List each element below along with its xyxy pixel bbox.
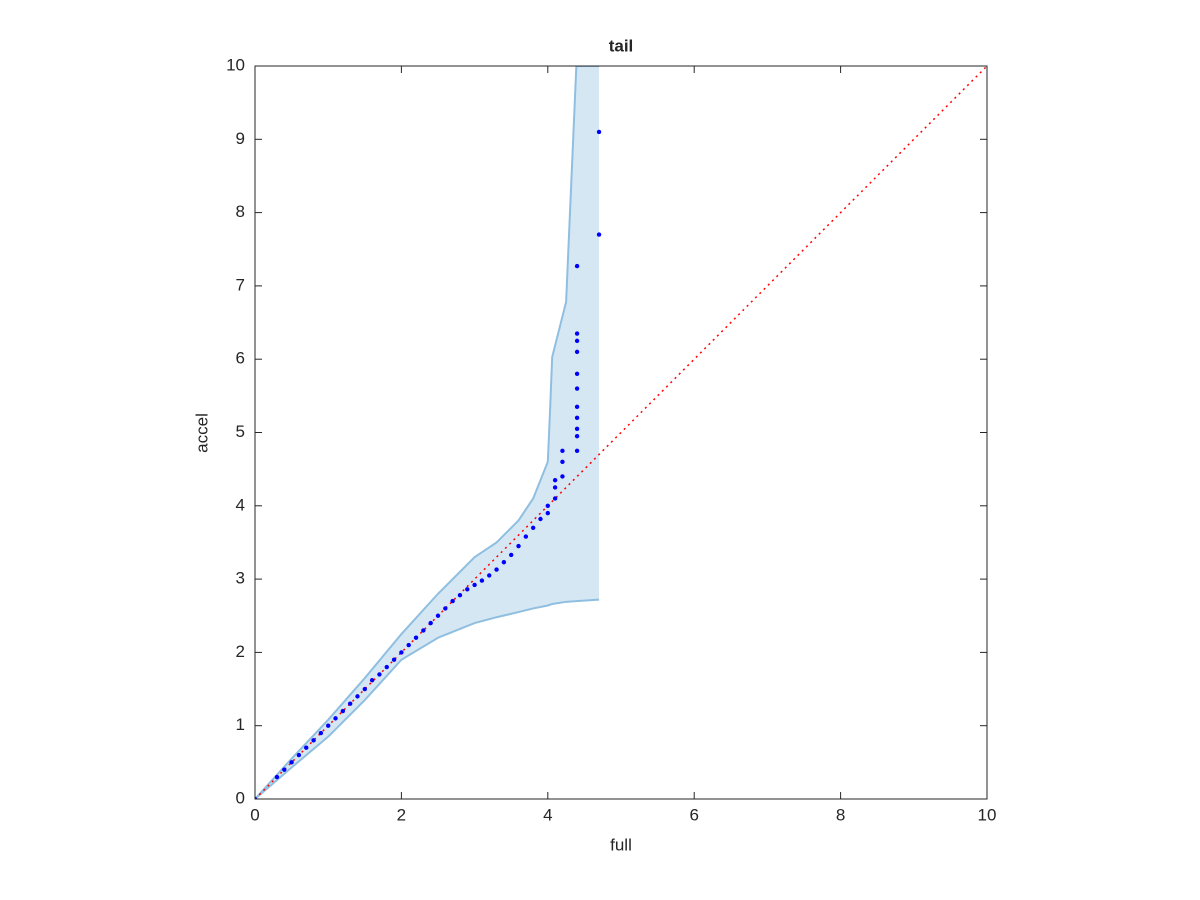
- data-point: [552, 496, 558, 501]
- data-point: [340, 708, 346, 714]
- y-tick-label: 9: [236, 129, 245, 148]
- data-point: [391, 657, 397, 662]
- data-point: [472, 582, 477, 588]
- data-point: [552, 485, 558, 490]
- data-point: [509, 552, 514, 558]
- data-point: [347, 701, 353, 706]
- data-point: [487, 573, 492, 578]
- data-point: [355, 694, 360, 699]
- x-tick-label: 4: [543, 805, 552, 824]
- data-point: [574, 371, 580, 377]
- data-point: [574, 349, 580, 355]
- data-point: [435, 613, 441, 618]
- chart-title: tail: [609, 36, 634, 55]
- y-tick-label: 4: [236, 495, 245, 514]
- data-point: [494, 567, 499, 572]
- data-point: [574, 263, 580, 269]
- data-point: [560, 448, 565, 454]
- data-point: [530, 525, 536, 530]
- y-tick-label: 10: [226, 55, 245, 74]
- data-point: [465, 587, 470, 592]
- y-tick-label: 8: [236, 202, 245, 221]
- band-upper: [255, 66, 600, 799]
- data-point: [413, 635, 419, 640]
- data-point: [574, 426, 580, 432]
- data-point: [369, 678, 375, 683]
- data-point: [574, 331, 580, 336]
- data-point: [377, 672, 382, 677]
- data-point: [311, 738, 316, 743]
- data-point: [574, 338, 580, 344]
- data-point: [282, 767, 287, 772]
- reference-line: [255, 66, 987, 799]
- data-point: [457, 593, 463, 598]
- x-tick-label: 8: [836, 805, 845, 824]
- data-point: [421, 628, 426, 633]
- data-point: [318, 730, 324, 736]
- data-point: [545, 503, 550, 508]
- data-point: [552, 477, 558, 483]
- data-point: [304, 745, 309, 750]
- x-tick-label: 6: [689, 805, 698, 824]
- data-point: [574, 433, 580, 439]
- data-point: [450, 598, 455, 604]
- data-point: [333, 716, 338, 721]
- y-tick-label: 1: [236, 715, 245, 734]
- data-point: [362, 686, 367, 692]
- y-tick-label: 3: [236, 569, 245, 588]
- x-axis-label: full: [610, 835, 632, 854]
- x-tick-label: 0: [250, 805, 259, 824]
- data-point: [538, 516, 543, 522]
- y-axis-label: accel: [192, 413, 211, 453]
- data-point: [399, 650, 404, 655]
- data-point: [574, 404, 580, 410]
- data-point: [406, 642, 411, 648]
- data-point: [560, 474, 565, 479]
- data-point: [523, 534, 529, 539]
- x-tick-label: 10: [978, 805, 997, 824]
- y-tick-label: 2: [236, 642, 245, 661]
- x-tick-label: 2: [397, 805, 406, 824]
- data-point: [574, 448, 580, 454]
- y-tick-label: 7: [236, 275, 245, 294]
- data-point: [289, 760, 294, 765]
- data-point: [443, 606, 448, 611]
- data-point: [560, 459, 565, 465]
- data-point: [479, 578, 485, 583]
- y-tick-label: 0: [236, 788, 245, 807]
- plot-area: [255, 66, 987, 799]
- band-lower: [255, 598, 600, 799]
- data-point: [326, 723, 331, 728]
- data-point: [274, 774, 280, 780]
- data-point: [574, 415, 580, 421]
- data-point: [574, 386, 580, 391]
- confidence-band: [255, 66, 600, 799]
- data-point: [255, 796, 258, 799]
- y-tick-label: 5: [236, 422, 245, 441]
- data-point: [501, 560, 507, 565]
- data-point: [296, 752, 302, 758]
- y-tick-label: 6: [236, 349, 245, 368]
- data-point: [428, 620, 433, 626]
- data-point: [516, 543, 521, 549]
- data-point: [384, 664, 389, 670]
- data-point: [545, 510, 550, 516]
- data-point: [596, 232, 602, 237]
- data-point: [596, 129, 602, 135]
